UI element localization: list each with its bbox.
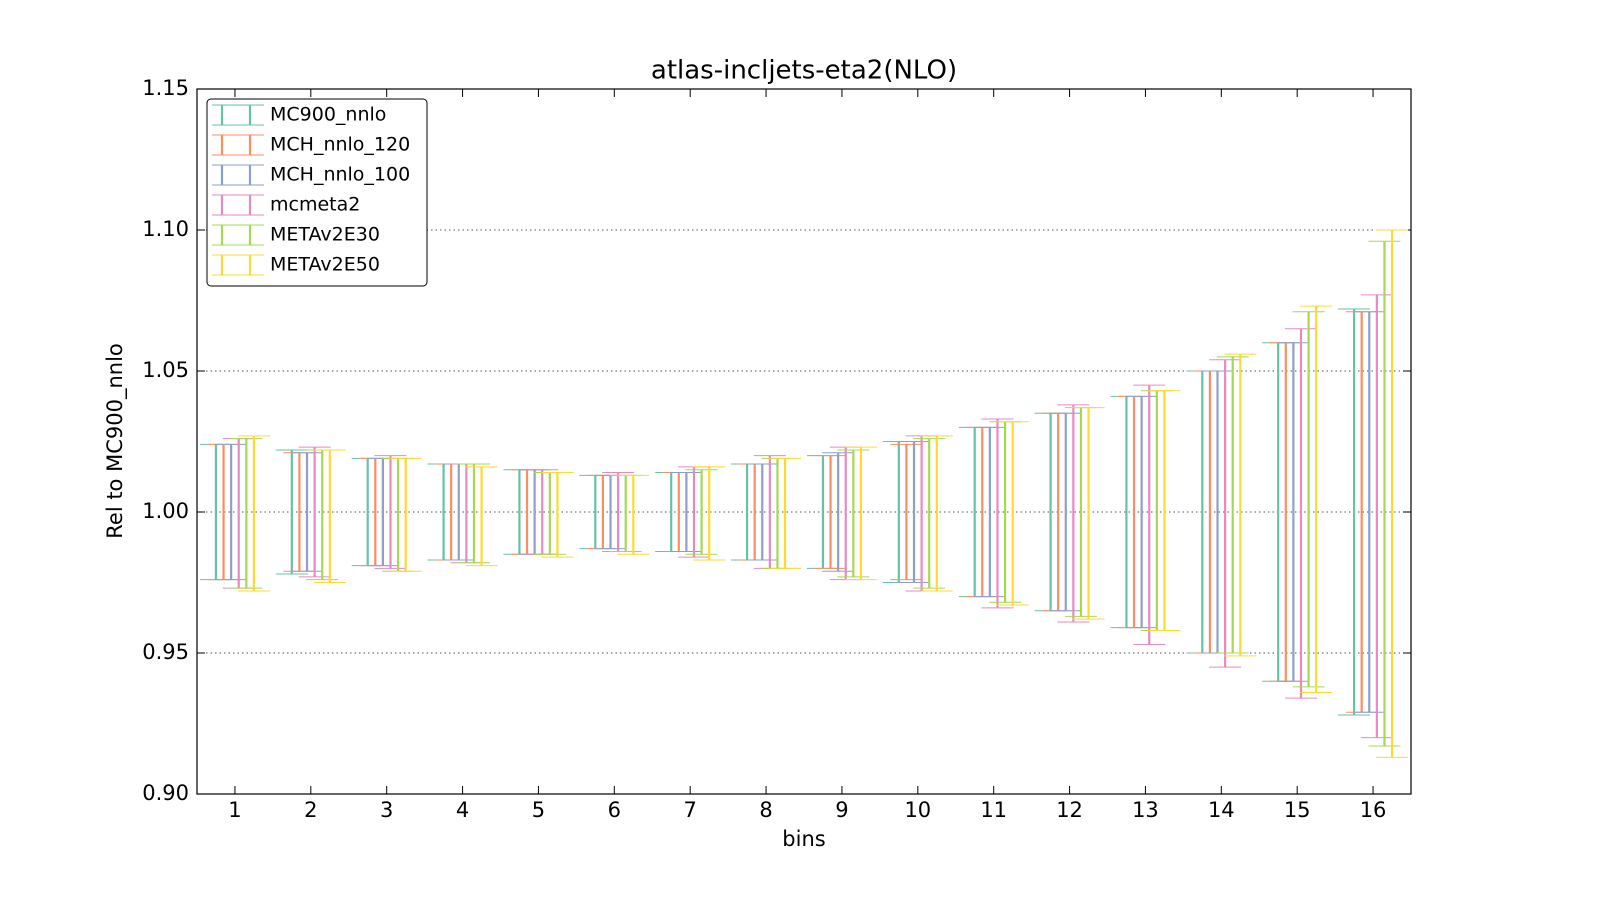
legend-label: METAv2E30: [270, 224, 380, 246]
y-axis-label: Rel to MC900_nnlo: [103, 343, 128, 539]
x-tick-label: 12: [1056, 798, 1083, 822]
x-tick-label: 13: [1132, 798, 1159, 822]
x-tick-label: 1: [228, 798, 241, 822]
y-tick-label: 1.10: [142, 217, 189, 241]
legend-box: [206, 98, 428, 287]
x-tick-label: 11: [980, 798, 1007, 822]
legend: MC900_nnlo MCH_nnlo_120 MCH_nnlo_100mcmeta…: [206, 98, 428, 287]
y-tick-label: 1.05: [142, 358, 189, 382]
x-tick-label: 7: [684, 798, 697, 822]
legend-label: METAv2E50: [270, 254, 380, 276]
legend-label: MCH_nnlo_100: [270, 164, 410, 186]
x-tick-label: 2: [304, 798, 317, 822]
legend-label: mcmeta2: [270, 194, 360, 216]
chart-title: atlas-incljets-eta2(NLO): [651, 56, 957, 86]
x-tick-label: 14: [1208, 798, 1235, 822]
x-tick-label: 6: [608, 798, 621, 822]
y-tick-label: 0.90: [142, 781, 189, 805]
x-tick-label: 4: [456, 798, 469, 822]
x-tick-label: 5: [532, 798, 545, 822]
x-tick-label: 8: [759, 798, 772, 822]
y-tick-label: 1.15: [142, 76, 189, 100]
x-tick-label: 3: [380, 798, 393, 822]
x-tick-label: 9: [835, 798, 848, 822]
y-tick-label: 0.95: [142, 640, 189, 664]
legend-label: MCH_nnlo_120: [270, 134, 410, 156]
y-tick-label: 1.00: [142, 499, 189, 523]
legend-label: MC900_nnlo: [270, 104, 386, 126]
x-tick-label: 10: [904, 798, 931, 822]
plot-frame: [196, 88, 1412, 795]
x-axis-label: bins: [782, 827, 825, 851]
x-tick-label: 15: [1284, 798, 1311, 822]
x-tick-label: 16: [1360, 798, 1387, 822]
